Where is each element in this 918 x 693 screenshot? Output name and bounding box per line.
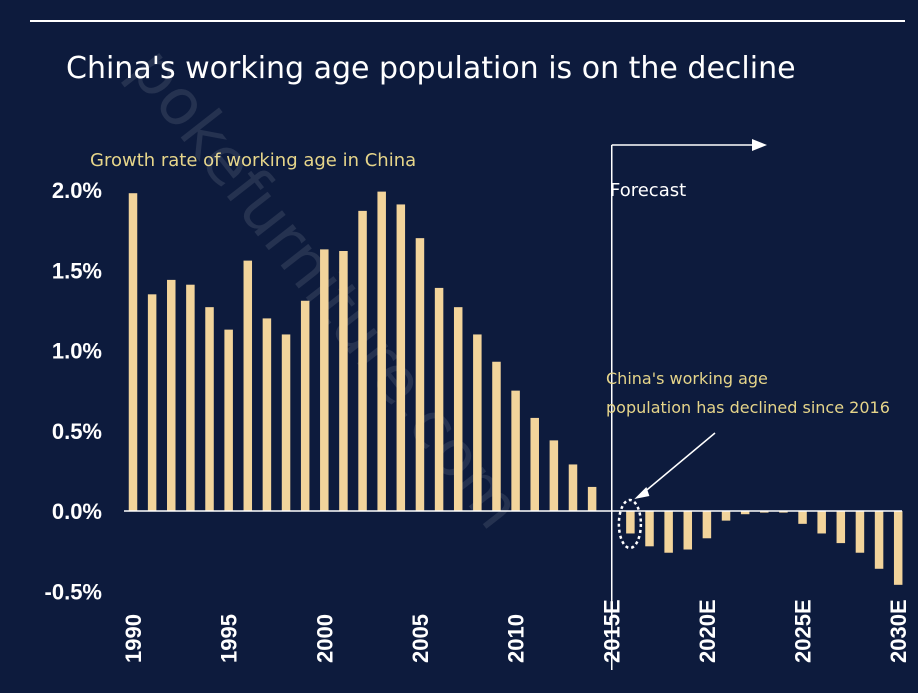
bar: [511, 390, 520, 512]
bar: [626, 511, 635, 534]
bar: [645, 511, 654, 547]
bar: [473, 334, 482, 511]
x-tick-label: 2005: [408, 614, 433, 663]
bar: [300, 300, 310, 511]
bar: [530, 417, 539, 511]
bar: [664, 511, 673, 553]
chart-title: China's working age population is on the…: [66, 51, 796, 86]
bar: [262, 318, 272, 511]
bar: [358, 210, 367, 511]
bar: [721, 511, 731, 521]
x-tick-label: 2020E: [695, 599, 720, 663]
y-tick-label: 0.0%: [52, 499, 102, 524]
bar: [683, 511, 693, 550]
x-axis-ticks: 1990 1995 2000 2005 2010 2015E 2020E 2025E 2030E: [121, 599, 911, 663]
bar: [549, 440, 559, 511]
annotation-line: population has declined since 2016: [606, 398, 890, 417]
bar: [339, 250, 348, 512]
forecast-label: Forecast: [610, 180, 686, 201]
bar: [893, 511, 903, 585]
y-tick-label: -0.5%: [45, 579, 102, 604]
bar: [702, 511, 712, 539]
bar: [415, 238, 425, 511]
bars-group: [124, 191, 903, 585]
highlight-circle: [617, 498, 643, 550]
x-tick-label: 2030E: [886, 599, 911, 663]
forecast-overlay: Forecast China's working age population ha…: [606, 139, 890, 670]
y-axis-ticks: 2.0% 1.5% 1.0% 0.5% 0.0% -0.5%: [45, 178, 102, 604]
y-tick-label: 0.5%: [52, 419, 102, 444]
bar: [434, 287, 444, 511]
bar: [320, 249, 329, 511]
bar: [587, 486, 597, 511]
forecast-arrow-head: [752, 139, 767, 151]
y-tick-label: 2.0%: [52, 178, 102, 203]
bar: [147, 294, 157, 511]
x-tick-label: 2010: [504, 614, 529, 663]
annotation-arrow-shaft: [637, 432, 716, 498]
bar: [874, 511, 884, 569]
x-tick-label: 1990: [121, 614, 146, 663]
bar: [186, 284, 195, 511]
bar: [128, 193, 138, 511]
x-tick-label: 2025E: [791, 599, 816, 663]
bar: [779, 511, 788, 513]
bar: [855, 511, 865, 553]
bar: [281, 334, 291, 511]
bar: [568, 464, 578, 511]
x-tick-label: 2000: [312, 614, 337, 663]
bar: [377, 191, 386, 512]
bar: [453, 307, 463, 511]
bar: [167, 279, 176, 511]
bar: [798, 511, 807, 524]
bar: [243, 260, 253, 511]
bar: [836, 511, 846, 544]
bar: [492, 361, 501, 512]
y-tick-label: 1.5%: [52, 258, 102, 283]
annotation-line: China's working age: [606, 369, 768, 388]
bar: [760, 511, 769, 513]
bar: [224, 329, 233, 511]
chart-subtitle: Growth rate of working age in China: [90, 150, 416, 171]
bar: [396, 204, 406, 511]
x-tick-label: 1995: [217, 614, 242, 663]
bar: [740, 511, 750, 515]
bar: [205, 307, 214, 511]
annotation-arrow-head: [634, 487, 650, 499]
bar: [817, 511, 826, 534]
y-tick-label: 1.0%: [52, 339, 102, 364]
